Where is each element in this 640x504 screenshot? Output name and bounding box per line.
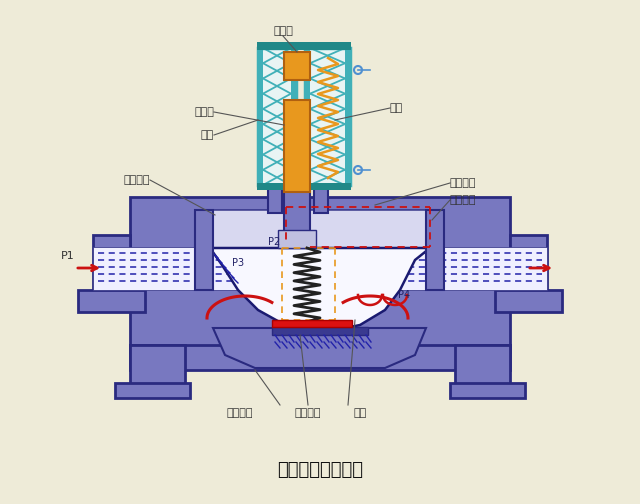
Bar [257, 183, 351, 190]
Bar [115, 383, 190, 398]
Bar [278, 230, 316, 248]
Bar [314, 185, 328, 213]
Bar [426, 210, 444, 290]
Polygon shape [196, 210, 444, 248]
Polygon shape [210, 248, 430, 330]
Bar [130, 197, 510, 352]
Bar [272, 327, 368, 335]
Bar [284, 190, 310, 248]
Text: 淮孔孔道: 淮孔孔道 [450, 195, 477, 205]
Bar [495, 290, 562, 312]
Text: 线圈: 线圈 [201, 130, 214, 140]
Bar [78, 290, 145, 312]
Bar [130, 345, 185, 390]
Text: P3: P3 [232, 258, 244, 268]
Text: 管道联系式电磁阀: 管道联系式电磁阀 [277, 461, 363, 479]
Text: 弹簧: 弹簧 [390, 103, 403, 113]
Bar [257, 42, 351, 50]
Bar [268, 185, 282, 213]
Text: P1: P1 [61, 251, 75, 261]
Bar [258, 48, 263, 185]
Bar [284, 52, 310, 80]
Text: 主阀阀芯: 主阀阀芯 [295, 408, 321, 418]
Text: P2: P2 [268, 237, 280, 247]
Bar [258, 48, 296, 185]
Text: 定铁心: 定铁心 [273, 26, 293, 36]
Text: 导阀阀座: 导阀阀座 [450, 178, 477, 188]
Bar [345, 48, 350, 185]
Text: P4: P4 [398, 290, 410, 300]
Text: 动铁心: 动铁心 [194, 107, 214, 117]
Bar [195, 210, 213, 290]
Text: 平衡孔道: 平衡孔道 [124, 175, 150, 185]
Polygon shape [213, 328, 426, 368]
Bar [510, 235, 547, 300]
Bar [291, 48, 296, 185]
Bar [272, 320, 352, 327]
Bar [93, 235, 130, 300]
Text: 膜片: 膜片 [353, 408, 367, 418]
Bar [93, 247, 547, 290]
Bar [455, 345, 510, 390]
Bar [450, 383, 525, 398]
Bar [284, 100, 310, 192]
Text: 主阀阀座: 主阀阀座 [227, 408, 253, 418]
Bar [305, 48, 350, 185]
Bar [130, 345, 510, 370]
Bar [305, 48, 310, 185]
